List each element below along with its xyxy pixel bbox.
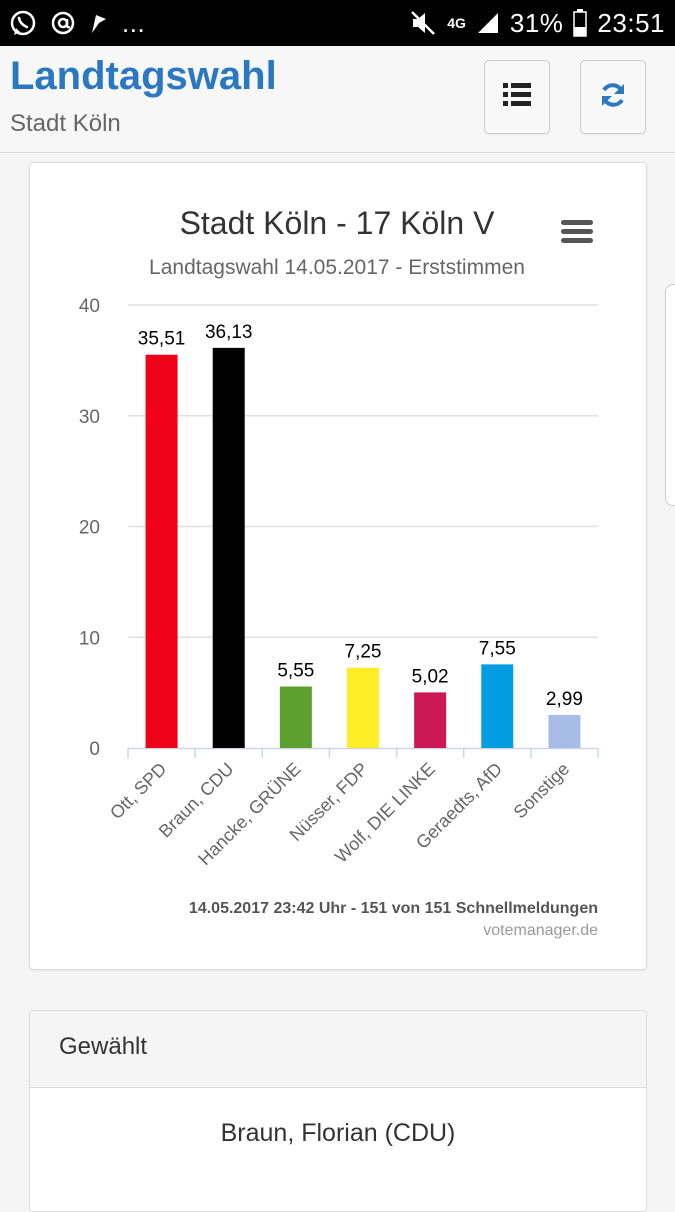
bar-value-label: 7,55 [479,638,516,659]
elected-panel: Gewählt Braun, Florian (CDU) [29,1010,647,1212]
bar-value-label: 5,55 [277,661,314,682]
app-title: Landtagswahl [10,54,277,98]
y-tick-label: 0 [89,739,100,760]
clock: 23:51 [597,7,665,38]
bar [347,667,379,748]
at-icon [50,10,76,36]
y-tick-label: 40 [79,296,100,317]
signal-icon [476,11,500,35]
bar [145,354,178,748]
chart-credits: 14.05.2017 23:42 Uhr - 151 von 151 Schne… [188,900,598,917]
elected-name: Braun, Florian (CDU) [220,1119,456,1147]
app-header: Landtagswahl Stadt Köln [0,46,675,153]
whatsapp-icon [8,8,38,38]
bar [481,664,514,748]
mute-icon [409,9,437,37]
battery-icon [573,9,588,37]
chart-card [29,162,647,970]
elected-heading: Gewählt [59,1033,148,1060]
bar-value-label: 2,99 [546,689,583,710]
y-tick-label: 10 [79,628,100,649]
chart-menu-button[interactable] [559,216,595,248]
bar-value-label: 35,51 [138,329,186,350]
bar-value-label: 7,25 [345,642,382,663]
battery-percent: 31% [509,7,564,38]
app-subtitle: Stadt Köln [10,110,121,137]
notification-more: ... [122,7,146,38]
hamburger-icon [559,220,595,252]
bar [279,686,312,748]
chart-subtitle: Landtagswahl 14.05.2017 - Erststimmen [149,256,525,279]
network-type: 4G [447,15,466,31]
flag-icon [88,11,110,35]
bar [548,714,581,748]
x-category-label: Ott, SPD [106,759,170,823]
elected-panel-heading: Gewählt [30,1011,646,1088]
refresh-button[interactable] [580,60,646,134]
list-button[interactable] [484,60,550,134]
refresh-icon [598,80,628,115]
chart-title: Stadt Köln - 17 Köln V [179,205,495,241]
y-tick-label: 30 [79,407,100,428]
y-tick-label: 20 [79,518,100,539]
bar [414,692,447,748]
side-scroll-handle[interactable] [665,284,675,506]
bar [212,347,245,748]
bar-value-label: 5,02 [412,666,449,687]
bar-value-label: 36,13 [205,322,253,343]
list-icon [503,82,531,112]
x-category-label: Sonstige [510,759,574,823]
status-bar: ... 4G 31% 23:51 [0,0,675,46]
chart-source-link[interactable]: votemanager.de [483,922,598,939]
